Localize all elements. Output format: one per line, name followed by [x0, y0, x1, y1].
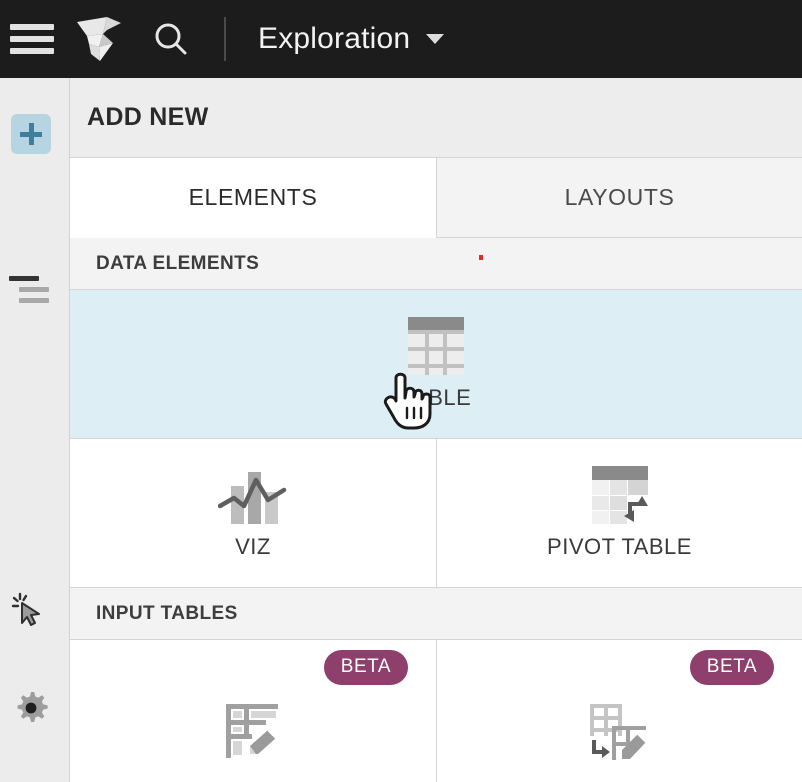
list-line — [19, 287, 49, 292]
incorta-bird-logo[interactable] — [72, 11, 128, 67]
add-new-panel: ADD NEW ELEMENTS LAYOUTS DATA ELEMENTS — [70, 78, 802, 782]
element-row: VIZ — [70, 439, 802, 588]
section-header-input-tables: INPUT TABLES — [70, 588, 802, 640]
plus-icon — [28, 123, 34, 145]
beta-badge: BETA — [323, 650, 408, 685]
element-table[interactable]: TABLE — [70, 290, 802, 439]
gear-icon[interactable] — [9, 686, 53, 730]
element-input-table[interactable]: BETA — [70, 640, 436, 782]
panel-header: ADD NEW — [70, 78, 802, 158]
table-grid-icon — [408, 317, 464, 375]
tab-layouts[interactable]: LAYOUTS — [436, 158, 802, 238]
panel-tabs: ELEMENTS LAYOUTS — [70, 158, 802, 238]
element-label: VIZ — [235, 534, 271, 559]
status-marker-dot — [479, 255, 483, 260]
element-row: BETA — [70, 640, 802, 782]
hamburger-bar — [10, 48, 54, 54]
page-title: Exploration — [258, 22, 411, 55]
panel-title: ADD NEW — [87, 103, 209, 131]
element-row: TABLE — [70, 290, 802, 439]
element-derived-input-table[interactable]: BETA — [436, 640, 802, 782]
cursor-click-icon[interactable] — [9, 588, 53, 632]
search-icon[interactable] — [148, 16, 194, 62]
pivot-table-icon — [591, 466, 648, 524]
top-navigation-bar: Exploration — [0, 0, 802, 78]
hamburger-bar — [10, 36, 54, 42]
derived-input-table-icon — [588, 702, 652, 760]
element-pivot-table[interactable]: PIVOT TABLE — [436, 439, 802, 588]
input-table-edit-icon — [224, 702, 282, 760]
section-title: DATA ELEMENTS — [96, 252, 260, 274]
add-new-button[interactable] — [11, 114, 51, 154]
hamburger-menu-icon[interactable] — [10, 24, 54, 54]
toolbar-divider — [224, 17, 226, 61]
list-line — [9, 276, 39, 281]
element-viz[interactable]: VIZ — [70, 439, 436, 588]
chevron-down-icon[interactable] — [426, 34, 445, 44]
section-title: INPUT TABLES — [96, 602, 238, 624]
list-outline-icon[interactable] — [9, 276, 53, 309]
hamburger-bar — [10, 24, 54, 30]
bar-line-chart-icon — [218, 466, 288, 524]
element-label: PIVOT TABLE — [547, 534, 692, 559]
tab-elements[interactable]: ELEMENTS — [70, 158, 436, 238]
list-line — [19, 298, 49, 303]
beta-badge: BETA — [689, 650, 774, 685]
left-sidebar — [0, 78, 70, 782]
section-header-data-elements: DATA ELEMENTS — [70, 238, 802, 290]
element-label: TABLE — [400, 385, 472, 410]
